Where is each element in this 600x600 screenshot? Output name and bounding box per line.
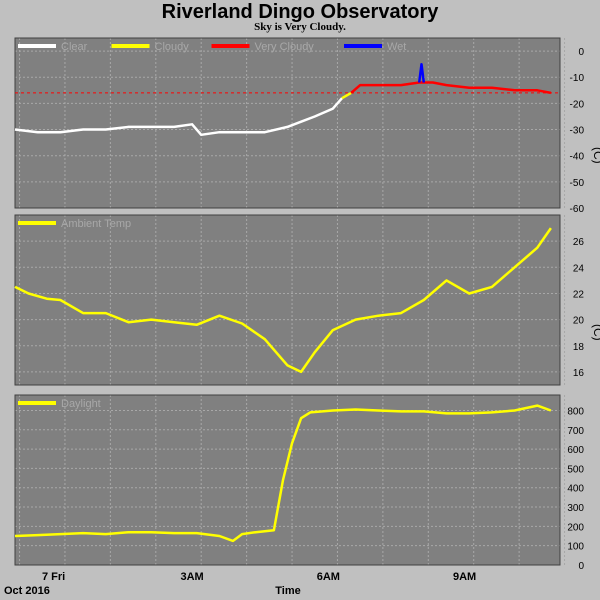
panel-sky-temperature: 0 -10 -20 -30 -40 -50 -60 (C) Clear Cloudy Very Cl…: [14, 37, 600, 215]
y-tick-label: -30: [570, 126, 585, 137]
y-tick-label: 22: [573, 289, 585, 300]
series-line-cloudy: [341, 91, 352, 100]
legend-label: Cloudy: [155, 41, 190, 53]
y-tick-label: 800: [567, 406, 584, 417]
panel-ambient-temperature: 16 18 20 22 24 26 (C) Ambient Temp: [14, 214, 600, 386]
y-tick-label: 100: [567, 542, 584, 553]
y-tick-label: 24: [573, 263, 585, 274]
y-tick-label: 18: [573, 342, 585, 353]
y-tick-label: 20: [573, 316, 585, 327]
plot-border: [14, 394, 561, 566]
legend-label: Clear: [61, 41, 88, 53]
y-tick-label: 400: [567, 484, 584, 495]
y-tick-label: 600: [567, 445, 584, 456]
y-tick-label: -10: [570, 73, 585, 84]
legend-label: Daylight: [61, 398, 101, 410]
x-tick-label: 7 Fri: [42, 571, 65, 583]
chart-title: Riverland Dingo Observatory: [161, 1, 439, 23]
legend-label: Very Cloudy: [255, 41, 315, 53]
y-tick-label: 0: [578, 561, 584, 572]
legend-label: Wet: [387, 41, 406, 53]
plot-border: [14, 37, 561, 209]
y-tick-label: 200: [567, 522, 584, 533]
series-line-daylight: [14, 404, 552, 543]
plot-area: [15, 215, 560, 385]
series-line-clear: [14, 97, 343, 137]
y-tick-label: 16: [573, 368, 585, 379]
y-tick-label: 0: [578, 47, 584, 58]
series-line-very-cloudy: [350, 81, 552, 95]
plot-area: [15, 395, 560, 565]
x-tick-label: 9AM: [453, 571, 476, 583]
y-tick-label: 26: [573, 237, 585, 248]
plot-border: [14, 214, 561, 386]
chart-subtitle: Sky is Very Cloudy.: [254, 21, 346, 33]
plot-area: [15, 38, 560, 208]
series-line-ambient-temp: [14, 227, 552, 374]
legend-label: Ambient Temp: [61, 218, 131, 230]
y-tick-label: 500: [567, 464, 584, 475]
x-tick-label: 3AM: [181, 571, 204, 583]
x-axis-label: Time: [275, 585, 300, 597]
y-tick-label: 700: [567, 426, 584, 437]
series-line-wet: [417, 62, 426, 83]
y-tick-label: -60: [570, 204, 585, 215]
y-tick-label: -20: [570, 99, 585, 110]
y-axis-label: (C): [591, 324, 600, 341]
y-tick-label: -50: [570, 178, 585, 189]
y-tick-label: 300: [567, 503, 584, 514]
y-axis-label: (C): [591, 147, 600, 164]
y-tick-label: -40: [570, 152, 585, 163]
panel-daylight: 0 100 200 300 400 500 600 700 800 Daylight: [14, 394, 584, 572]
x-tick-label: 6AM: [317, 571, 340, 583]
date-label: Oct 2016: [4, 585, 50, 597]
